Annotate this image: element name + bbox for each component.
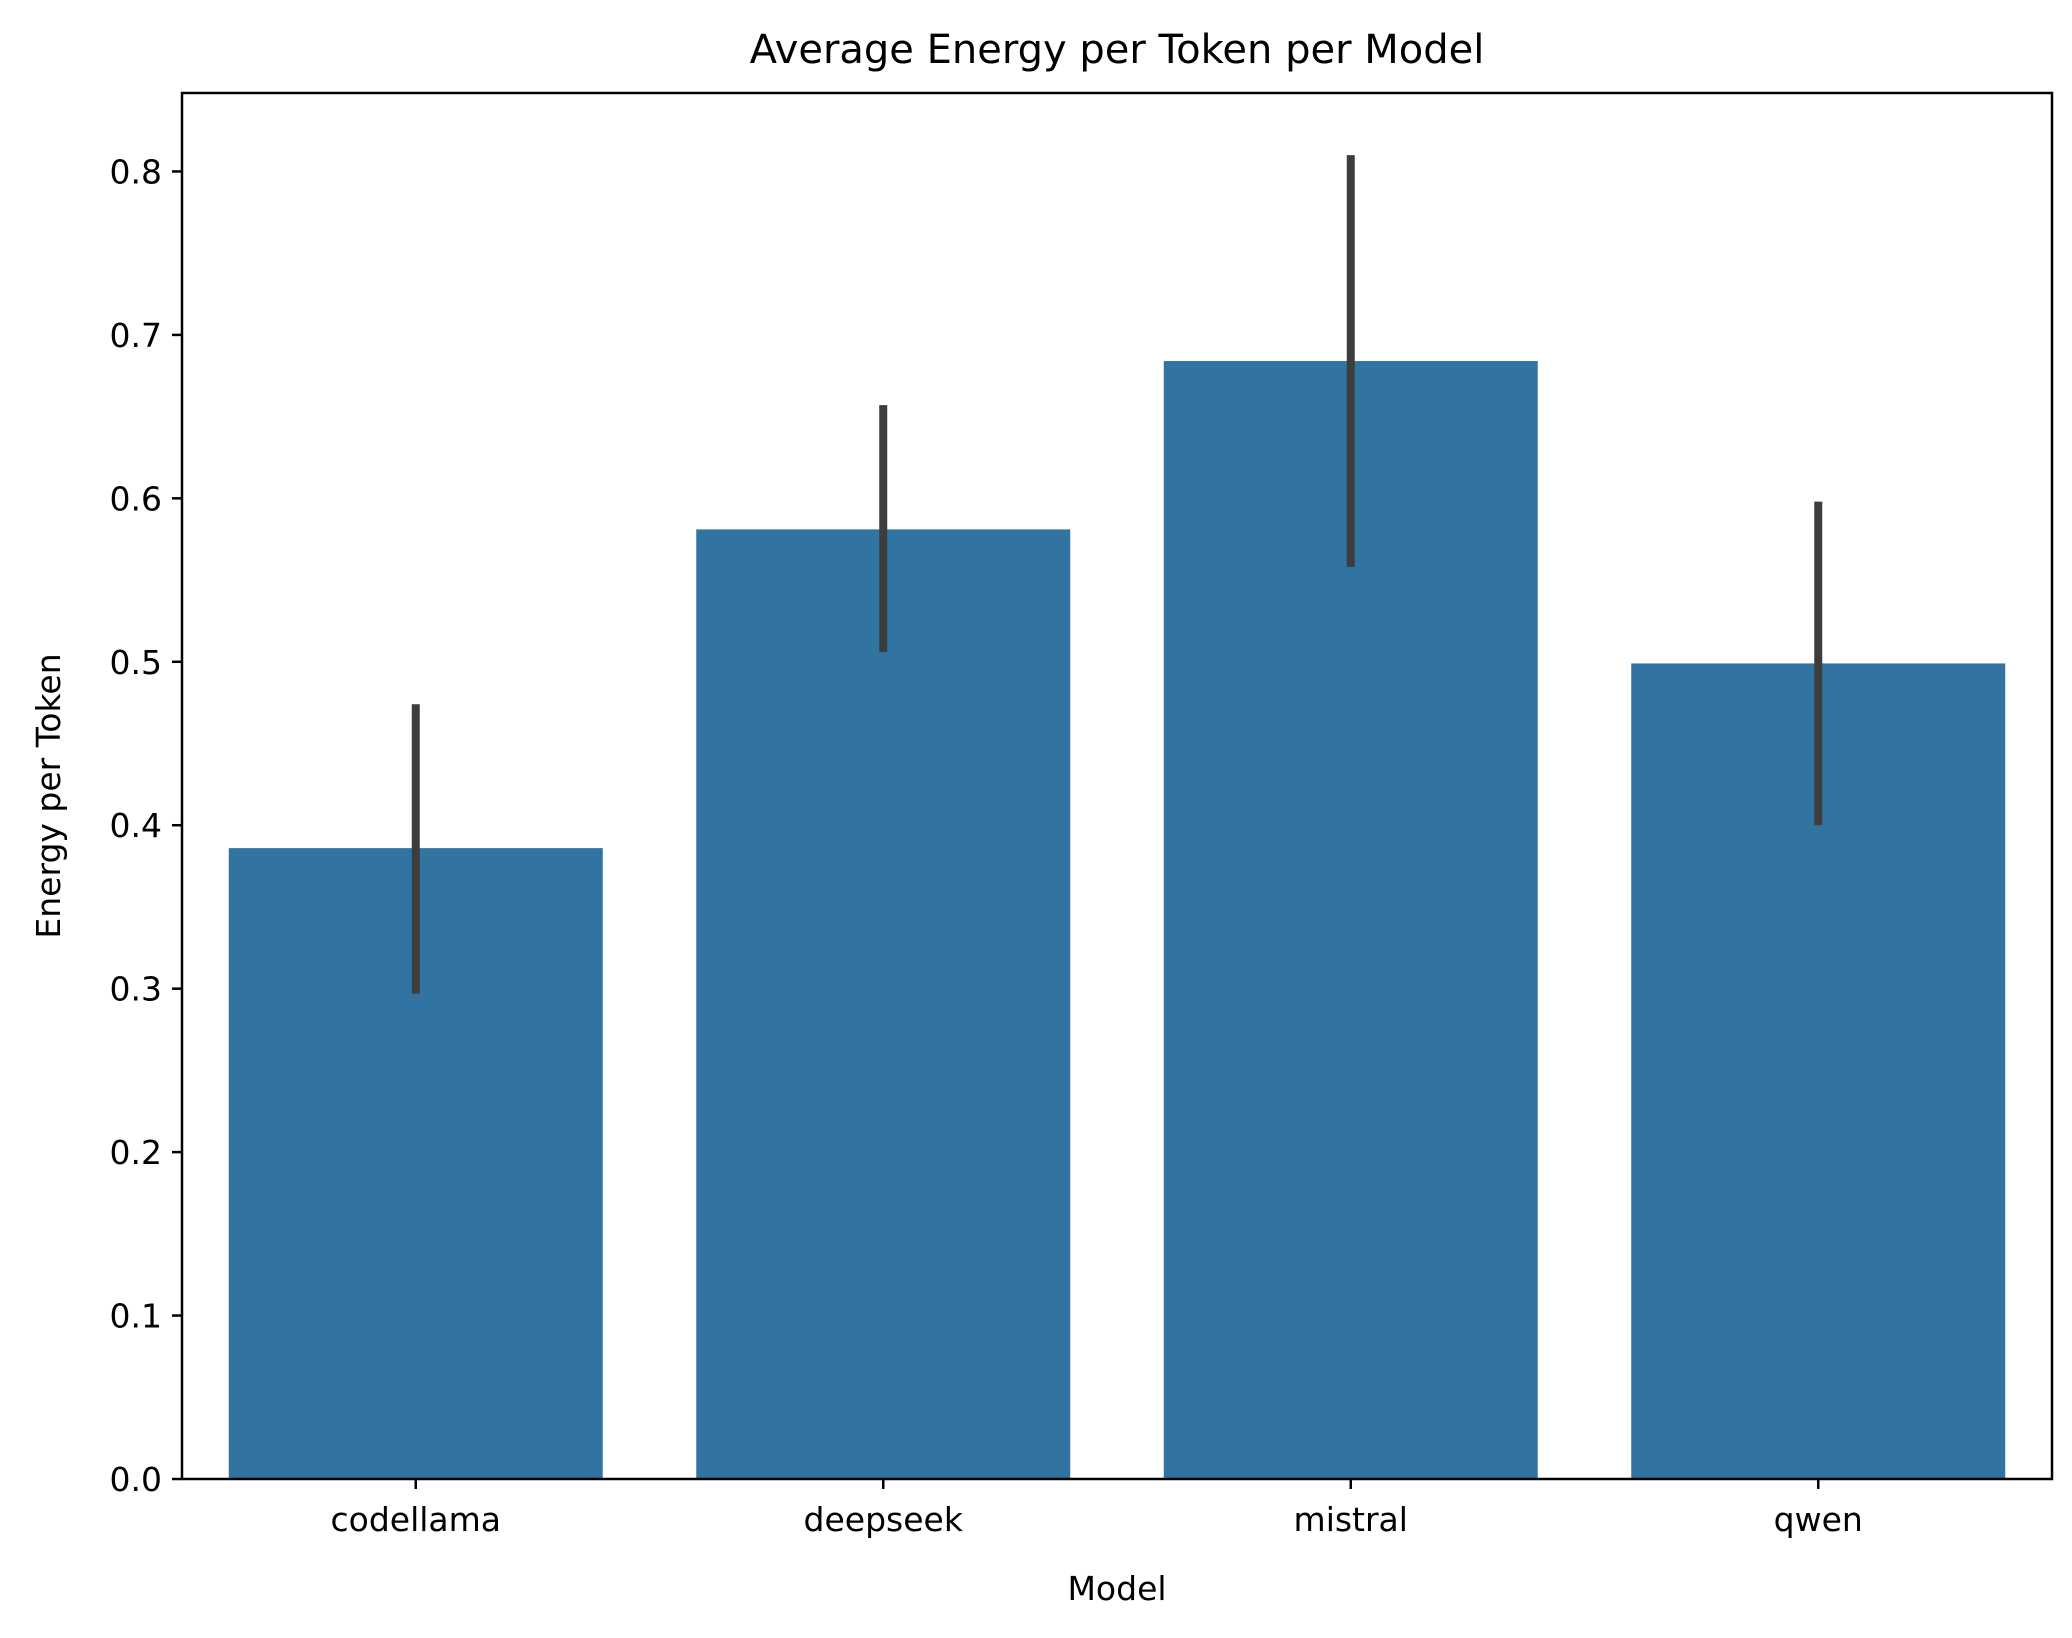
y-tick-label: 0.1	[110, 1297, 162, 1336]
bar-deepseek	[696, 529, 1071, 1479]
x-axis-label: Model	[1067, 1569, 1166, 1608]
y-tick-label: 0.7	[110, 316, 162, 355]
y-tick-label: 0.3	[110, 970, 162, 1009]
chart-title: Average Energy per Token per Model	[750, 27, 1485, 73]
plot-area: 0.0 0.1 0.2 0.3 0.4 0.5 0.6 0.7 0.8 codellama deep…	[110, 91, 2054, 1539]
y-tick-label: 0.6	[110, 479, 162, 518]
y-tick-label: 0.4	[110, 806, 162, 845]
y-tick-label: 0.8	[110, 152, 162, 191]
x-tick-label: qwen	[1774, 1500, 1863, 1539]
y-axis-label: Energy per Token	[29, 653, 68, 938]
x-tick-label: codellama	[330, 1500, 501, 1539]
y-tick-label: 0.5	[110, 643, 162, 682]
plot-frame	[180, 91, 2054, 1481]
x-tick-label: deepseek	[804, 1500, 964, 1539]
x-tick-label: mistral	[1294, 1500, 1408, 1539]
y-tick-label: 0.0	[110, 1460, 162, 1499]
y-tick-label: 0.2	[110, 1133, 162, 1172]
